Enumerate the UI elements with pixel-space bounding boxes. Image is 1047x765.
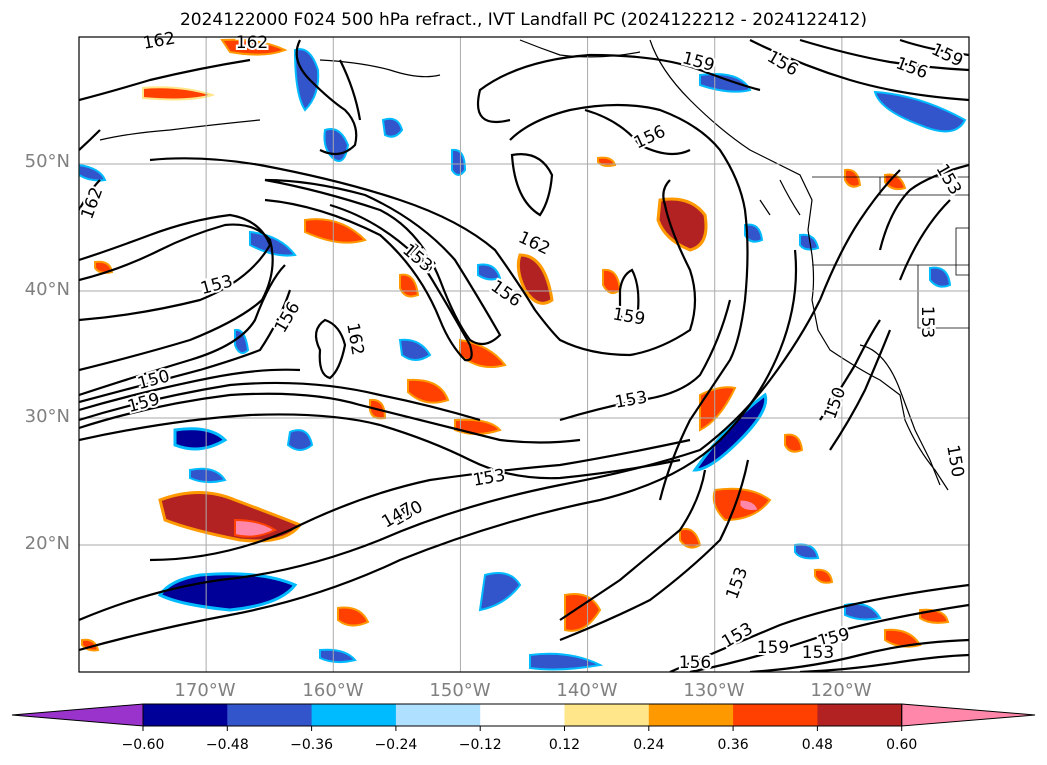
contour-label: 153 <box>802 643 834 663</box>
colorbar-tick-label: 0.48 <box>801 737 833 753</box>
colorbar-segment <box>564 704 650 726</box>
colorbar-tick-label: 0.60 <box>886 737 918 753</box>
colorbar-tick-label: 0.36 <box>717 737 749 753</box>
colorbar-tick-label: 0.12 <box>548 737 581 753</box>
contour-label: 156 <box>679 653 711 673</box>
lat-label-30n: 30°N <box>24 406 70 427</box>
contour-layer <box>79 38 969 672</box>
border-layer <box>812 176 969 329</box>
lon-label-160w: 160°W <box>302 680 364 701</box>
map-title: 2024122000 F024 500 hPa refract., IVT La… <box>179 10 867 30</box>
colorbar-tick-label: −0.60 <box>121 737 165 753</box>
colorbar-tick-label: −0.48 <box>205 737 249 753</box>
lat-label-50n: 50°N <box>24 151 70 172</box>
lat-label-20n: 20°N <box>24 533 70 554</box>
colorbar-tick-label: −0.24 <box>374 737 418 753</box>
lon-label-150w: 150°W <box>429 680 491 701</box>
lon-label-120w: 120°W <box>810 680 872 701</box>
colorbar-extend-high <box>901 703 1036 727</box>
colorbar-segment <box>733 704 818 726</box>
map-frame <box>78 36 970 673</box>
contour-label: 159 <box>757 638 789 658</box>
colorbar-segment <box>480 704 565 726</box>
colorbar-segment <box>817 704 903 726</box>
colorbar-tick-label: 0.24 <box>633 737 665 753</box>
lon-label-130w: 130°W <box>683 680 745 701</box>
lon-label-140w: 140°W <box>556 680 618 701</box>
colorbar-frame <box>142 703 903 727</box>
colorbar-tick-label: −0.12 <box>458 737 502 753</box>
contour-label: 153 <box>917 306 937 338</box>
colorbar-segment <box>311 704 397 726</box>
colorbar-extend-low <box>11 703 144 727</box>
colorbar-segment <box>648 704 734 726</box>
colorbar-segment <box>227 704 313 726</box>
colorbar-segment <box>143 704 228 726</box>
lon-label-170w: 170°W <box>174 680 236 701</box>
colorbar-tick-label: −0.36 <box>290 737 334 753</box>
colorbar <box>11 703 1036 731</box>
contour-label: 162 <box>236 33 268 53</box>
lat-label-40n: 40°N <box>24 279 70 300</box>
refractivity-fill-layer <box>79 38 967 671</box>
colorbar-segment <box>395 704 481 726</box>
